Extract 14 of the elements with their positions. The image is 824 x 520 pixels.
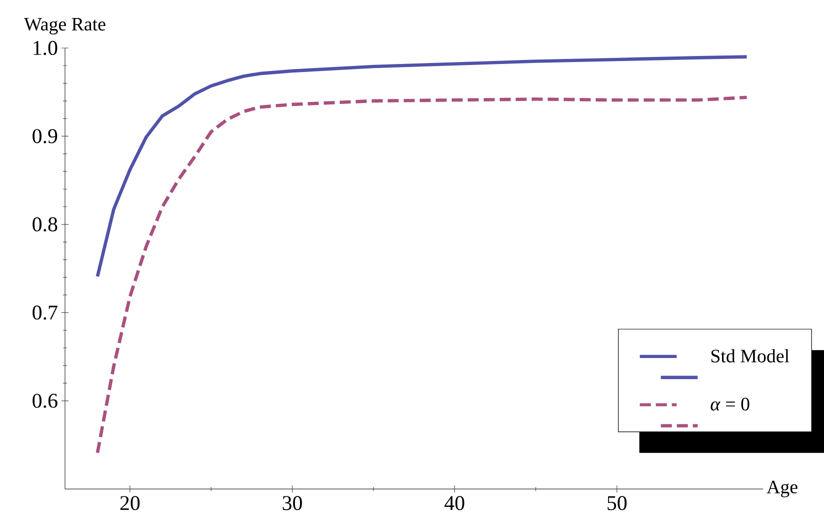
x-tick-label: 20	[120, 496, 140, 510]
y-tick-label: 0.8	[32, 217, 58, 232]
x-tick-label: 40	[444, 496, 464, 510]
x-tick-label: 30	[282, 496, 302, 510]
legend-label: Std Model	[711, 349, 790, 362]
y-tick-label: 0.9	[32, 129, 58, 144]
legend-label: α = 0	[710, 398, 750, 411]
y-axis-title: Wage Rate	[24, 18, 106, 34]
y-tick-label: 0.6	[32, 394, 58, 408]
y-tick-label: 1.0	[34, 40, 58, 56]
line-series	[96, 55, 748, 278]
y-tick-label: 0.7	[32, 306, 58, 320]
x-axis-title: Age	[766, 480, 798, 498]
x-tick-label: 50	[608, 496, 627, 510]
